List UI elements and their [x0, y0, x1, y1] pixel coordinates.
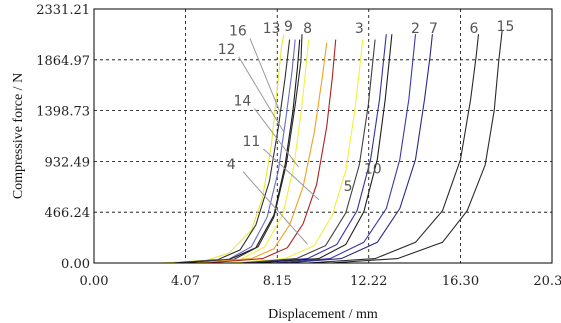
x-tick-label: 16.30 — [442, 274, 479, 289]
curve-label: 8 — [303, 21, 312, 37]
curves — [94, 30, 503, 264]
curve-label: 11 — [242, 134, 260, 150]
curve-3 — [94, 39, 364, 264]
curve-2 — [94, 34, 417, 264]
curve-label: 6 — [470, 21, 479, 37]
leader-line — [242, 171, 308, 245]
y-tick-label: 1398.73 — [36, 105, 90, 120]
plot-frame — [93, 8, 553, 264]
curve-label: 13 — [263, 21, 281, 37]
y-tick-label: 0.00 — [61, 257, 90, 272]
curve-5 — [94, 39, 376, 264]
curve-label: 9 — [284, 19, 293, 35]
x-tick-label: 4.07 — [171, 274, 200, 289]
leader-line — [263, 148, 320, 201]
curve-label: 15 — [497, 19, 515, 35]
leader-line — [249, 38, 282, 114]
y-tick-label: 466.24 — [45, 206, 91, 221]
curve-1 — [94, 34, 387, 264]
x-tick-labels: 0.00 4.07 8.15 12.22 16.30 20.37 — [80, 274, 561, 289]
curve-labels: 16 13 9 8 12 14 11 4 3 2 7 6 15 5 10 — [218, 19, 515, 195]
y-tick-label: 2331.21 — [36, 3, 90, 18]
curve-16 — [94, 39, 291, 264]
y-axis-title: Compressive force / N — [11, 73, 26, 199]
grid-lines — [94, 9, 552, 263]
curve-label: 2 — [411, 21, 420, 37]
curve-label: 12 — [218, 42, 236, 58]
curve-label: 3 — [355, 21, 364, 37]
label-leader-lines — [238, 38, 320, 245]
y-tick-labels: 0.00 466.24 932.49 1398.73 1864.97 2331.21 — [36, 3, 90, 272]
x-tick-label: 20.37 — [533, 274, 561, 289]
curve-14 — [94, 39, 301, 264]
leader-line — [253, 108, 300, 168]
leader-line — [238, 56, 285, 133]
curve-10 — [94, 34, 393, 264]
curve-6 — [94, 34, 480, 264]
curve-12 — [94, 39, 296, 264]
x-tick-label: 8.15 — [263, 274, 292, 289]
curve-4 — [94, 39, 337, 264]
curve-label: 10 — [364, 162, 382, 178]
x-tick-label: 0.00 — [80, 274, 109, 289]
curve-label: 5 — [344, 179, 353, 195]
curve-label: 7 — [429, 21, 438, 37]
curve-label: 14 — [233, 94, 251, 110]
y-tick-label: 1864.97 — [36, 54, 90, 69]
x-axis-title: Displacement / mm — [268, 307, 378, 322]
y-tick-label: 932.49 — [45, 155, 91, 170]
x-tick-label: 12.22 — [350, 274, 387, 289]
curve-label: 4 — [227, 157, 236, 173]
curve-8 — [94, 39, 310, 264]
curve-label: 16 — [229, 23, 247, 39]
curve-7 — [94, 34, 433, 264]
curve-15 — [94, 30, 503, 264]
